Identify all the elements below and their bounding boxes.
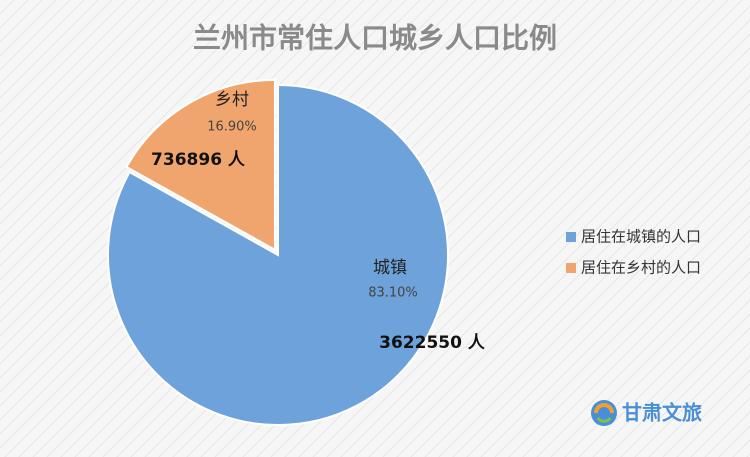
slice-percent: 83.10%	[368, 286, 418, 301]
watermark-logo	[591, 400, 617, 426]
legend-label: 居住在城镇的人口	[581, 228, 701, 246]
slice-count: 3622550 人	[379, 333, 486, 353]
slice-category: 城镇	[373, 258, 407, 278]
slice-category: 乡村	[215, 90, 249, 110]
pie-slice	[125, 78, 276, 252]
legend-swatch	[566, 263, 576, 273]
pie-slice	[106, 83, 449, 426]
slice-percent: 16.90%	[207, 120, 257, 135]
watermark: 甘肃文旅	[622, 401, 702, 425]
slice-count: 736896 人	[151, 150, 246, 170]
legend-label: 居住在乡村的人口	[581, 259, 701, 277]
chart-title: 兰州市常住人口城乡人口比例	[193, 22, 557, 55]
legend-swatch	[566, 232, 576, 242]
